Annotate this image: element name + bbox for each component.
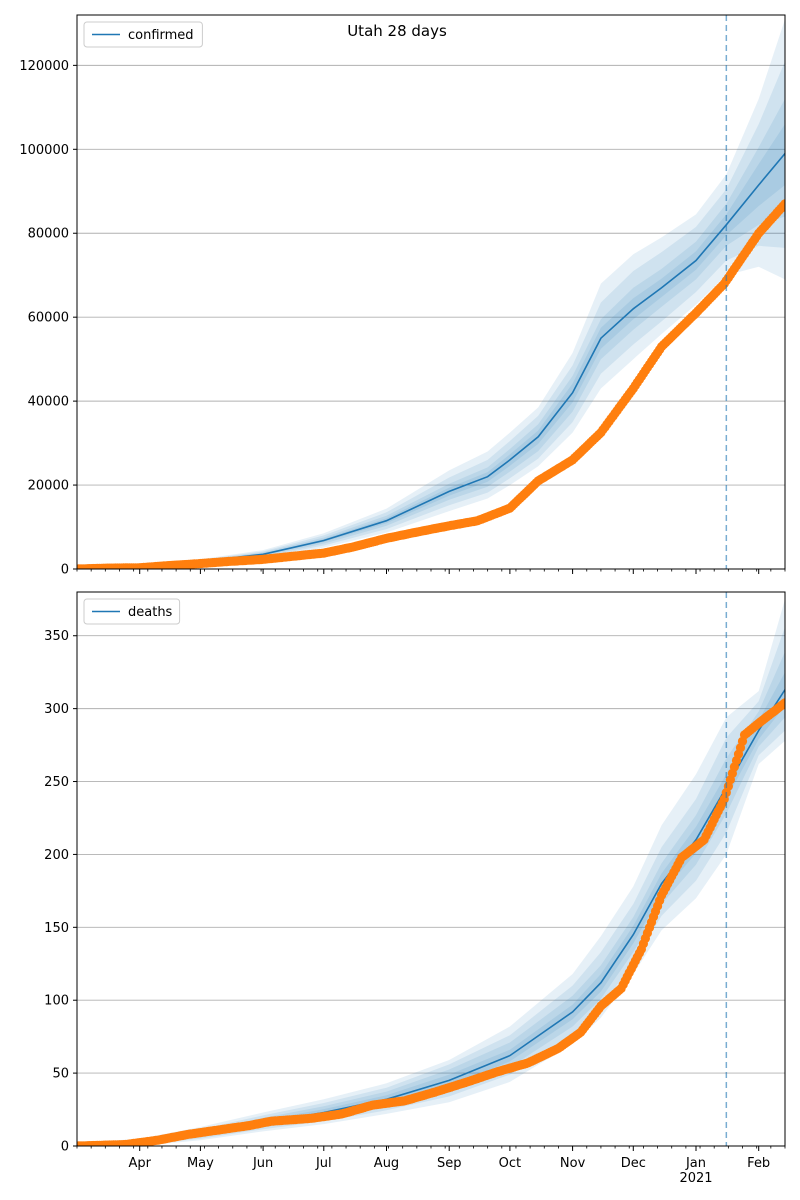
x-tick-label: Jun: [252, 1156, 273, 1171]
y-tick-label: 0: [61, 1140, 69, 1155]
x-tick-label: Jul: [315, 1156, 332, 1171]
plot-area: [77, 599, 785, 1146]
legend-label: confirmed: [128, 28, 194, 43]
x-tick-label: Aug: [374, 1156, 399, 1171]
y-tick-label: 0: [61, 563, 69, 578]
uncertainty-band-2: [77, 627, 785, 1146]
figure-title: Utah 28 days: [347, 22, 447, 40]
x-tick-label: Sep: [437, 1156, 462, 1171]
observed-point: [780, 698, 785, 708]
legend-box: [83, 598, 181, 625]
y-tick-label: 150: [44, 921, 69, 936]
uncertainty-band-4: [77, 672, 785, 1146]
x-year-label: 2021: [679, 1171, 712, 1186]
x-tick-label: May: [187, 1156, 214, 1171]
y-tick-label: 80000: [28, 227, 69, 242]
observed-point: [780, 199, 785, 209]
y-tick-label: 100000: [19, 143, 69, 158]
y-tick-label: 20000: [28, 479, 69, 494]
deaths-chart: 0 50 100 150 200 250 300 350 Apr May Jun Jul Aug Sep O…: [44, 591, 786, 1186]
legend: confirmed: [83, 21, 203, 48]
uncertainty-band-3: [77, 651, 785, 1146]
confirmed-chart: 0 20000 40000 60000 80000 100000 120000 confirm…: [19, 14, 786, 578]
uncertainty-band-2: [77, 61, 785, 569]
x-tick-label: Nov: [560, 1156, 586, 1171]
x-tick-label: Oct: [499, 1156, 521, 1171]
y-tick-label: 50: [52, 1067, 69, 1082]
y-tick-label: 40000: [28, 395, 69, 410]
plot-area: [77, 19, 785, 569]
observed-points: [77, 698, 785, 1146]
uncertainty-band-1: [77, 19, 785, 569]
x-tick-label: Apr: [128, 1156, 151, 1171]
uncertainty-band-4: [77, 124, 785, 569]
legend-box: [83, 21, 203, 48]
legend-label: deaths: [128, 605, 173, 620]
y-tick-label: 100: [44, 994, 69, 1009]
x-tick-label: Dec: [621, 1156, 646, 1171]
legend: deaths: [83, 598, 181, 625]
x-tick-label: Jan: [685, 1156, 706, 1171]
x-tick-label: Feb: [747, 1156, 770, 1171]
observed-points: [77, 199, 785, 569]
y-tick-label: 250: [44, 775, 69, 790]
uncertainty-band-1: [77, 599, 785, 1146]
y-tick-label: 350: [44, 629, 69, 644]
y-tick-label: 200: [44, 848, 69, 863]
y-tick-label: 60000: [28, 311, 69, 326]
y-tick-label: 120000: [19, 59, 69, 74]
y-tick-label: 300: [44, 702, 69, 717]
